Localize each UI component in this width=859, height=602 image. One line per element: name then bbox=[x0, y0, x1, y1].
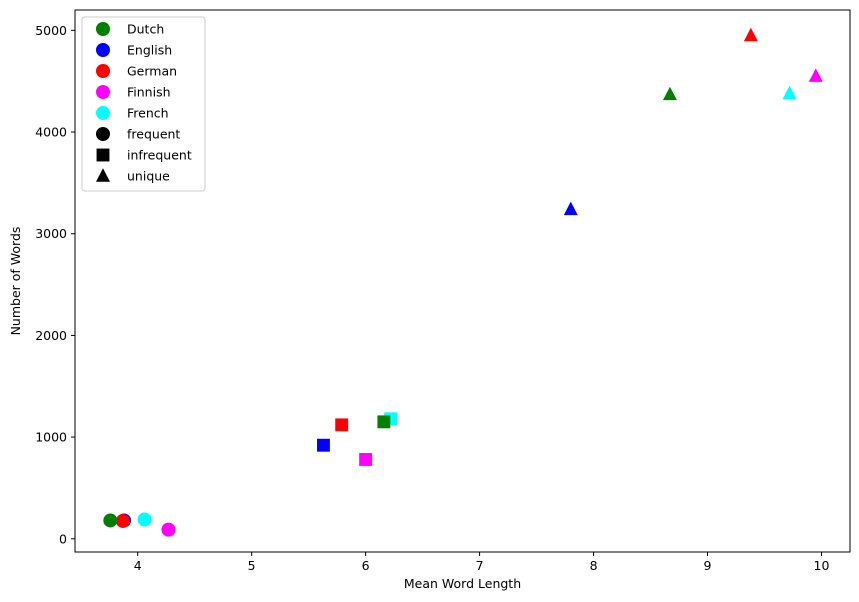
x-tick-label: 7 bbox=[476, 558, 484, 573]
point-english-unique bbox=[563, 201, 578, 216]
point-german-frequent bbox=[115, 513, 130, 528]
y-tick-label: 1000 bbox=[35, 430, 67, 445]
point-finnish-unique bbox=[808, 68, 823, 82]
x-tick-label: 5 bbox=[248, 558, 256, 573]
y-axis-label: Number of Words bbox=[8, 227, 23, 336]
legend-label-finnish: Finnish bbox=[127, 85, 171, 100]
legend: Dutch English German Finnish French frequent i… bbox=[81, 16, 206, 192]
legend-label-german: German bbox=[127, 64, 177, 79]
legend-marker-dutch bbox=[96, 22, 110, 36]
y-tick-label: 0 bbox=[59, 531, 67, 546]
legend-marker-infrequent bbox=[96, 148, 110, 162]
point-french-unique bbox=[782, 85, 797, 100]
legend-marker-french bbox=[96, 106, 110, 120]
legend-marker-finnish bbox=[96, 85, 110, 99]
point-french-frequent bbox=[137, 512, 152, 527]
legend-label-frequent: frequent bbox=[127, 127, 180, 142]
legend-label-unique: unique bbox=[127, 169, 170, 184]
legend-label-infrequent: infrequent bbox=[127, 148, 192, 163]
x-tick-label: 4 bbox=[134, 558, 142, 573]
point-dutch-frequent bbox=[103, 513, 118, 528]
x-axis-ticks: 4 5 6 7 8 9 10 bbox=[134, 552, 830, 573]
legend-label-english: English bbox=[127, 43, 172, 58]
x-tick-label: 9 bbox=[704, 558, 712, 573]
point-finnish-frequent bbox=[161, 522, 176, 537]
point-german-unique bbox=[743, 27, 758, 42]
point-dutch-unique bbox=[662, 86, 677, 101]
point-finnish-infrequent bbox=[359, 453, 373, 466]
y-tick-label: 5000 bbox=[35, 23, 67, 38]
legend-box bbox=[81, 16, 206, 192]
point-german-infrequent bbox=[335, 418, 349, 432]
y-tick-label: 2000 bbox=[35, 328, 67, 343]
legend-marker-german bbox=[96, 64, 110, 78]
x-tick-label: 8 bbox=[590, 558, 598, 573]
plot-area-frame bbox=[74, 9, 851, 553]
y-axis-ticks: 0 1000 2000 3000 4000 5000 bbox=[35, 23, 75, 546]
point-dutch-infrequent bbox=[377, 415, 391, 429]
legend-label-french: French bbox=[127, 106, 169, 121]
y-tick-label: 4000 bbox=[35, 125, 67, 140]
legend-label-dutch: Dutch bbox=[127, 22, 164, 37]
y-tick-label: 3000 bbox=[35, 226, 67, 241]
data-points bbox=[103, 27, 823, 537]
x-axis-label: Mean Word Length bbox=[404, 576, 521, 591]
point-english-infrequent bbox=[317, 438, 330, 452]
legend-marker-frequent bbox=[96, 127, 110, 141]
x-tick-label: 6 bbox=[362, 558, 370, 573]
legend-marker-english bbox=[96, 43, 110, 57]
legend-marker-unique bbox=[96, 168, 110, 182]
x-tick-label: 10 bbox=[814, 558, 830, 573]
